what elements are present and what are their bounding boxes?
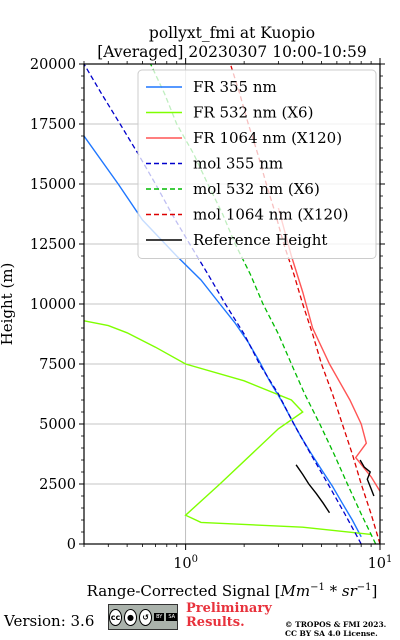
- y-tick-label: 5000: [39, 417, 76, 433]
- y-tick-label: 20000: [30, 57, 76, 73]
- y-tick-label: 17500: [30, 117, 76, 133]
- version-label: Version: 3.6: [4, 612, 95, 630]
- series-line-2: [84, 320, 372, 536]
- x-tick-label: 101: [368, 554, 393, 572]
- y-tick-label: 7500: [39, 357, 76, 373]
- by-icon: ●: [124, 608, 138, 626]
- legend-label: mol 355 nm: [193, 155, 283, 173]
- cc-by-text: BY: [154, 613, 165, 621]
- legend-label: Reference Height: [193, 231, 327, 249]
- y-tick-label: 0: [67, 537, 76, 553]
- y-axis-label: Height (m): [0, 263, 16, 346]
- footer: Version: 3.6 cc ● ↺ BY SA Preliminary Re…: [0, 600, 400, 640]
- chart-subtitle: [Averaged] 20230307 10:00-10:59: [97, 43, 367, 61]
- legend-label: mol 1064 nm (X120): [193, 206, 348, 224]
- legend-label: FR 355 nm: [193, 78, 277, 96]
- x-axis-label: Range-Corrected Signal [Mm−1 * sr−1]: [87, 582, 378, 600]
- x-tick-label: 100: [173, 554, 198, 572]
- copyright-line1: © TROPOS & FMI 2023.: [285, 620, 387, 629]
- legend-box: [137, 69, 377, 259]
- series-line-8: [359, 459, 375, 497]
- cc-sa-text: SA: [166, 613, 177, 621]
- y-tick-label: 15000: [30, 177, 76, 193]
- preliminary-line2: Results.: [186, 615, 245, 630]
- y-tick-label: 2500: [39, 477, 76, 493]
- copyright-line2: CC BY SA 4.0 License.: [285, 629, 378, 638]
- cc-license-badge: cc ● ↺ BY SA: [108, 604, 178, 630]
- preliminary-line1: Preliminary: [186, 601, 272, 616]
- legend-label: mol 532 nm (X6): [193, 180, 320, 198]
- legend-label: FR 1064 nm (X120): [193, 129, 342, 147]
- axis-ticks: 0 2500 5000 7500 10000 12500 15000 17500 20000 10…: [30, 57, 393, 572]
- cc-icon: cc: [109, 608, 123, 626]
- sa-icon: ↺: [139, 608, 153, 626]
- lidar-profile-chart: pollyxt_fmi at Kuopio [Averaged] 2023030…: [0, 24, 393, 600]
- copyright: © TROPOS & FMI 2023. CC BY SA 4.0 Licens…: [285, 620, 386, 638]
- y-tick-label: 10000: [30, 297, 76, 313]
- legend: FR 355 nm FR 532 nm (X6) FR 1064 nm (X120)…: [137, 69, 377, 259]
- legend-label: FR 532 nm (X6): [193, 104, 313, 122]
- series-line-3: [277, 207, 380, 492]
- series-line-4: [84, 64, 362, 544]
- y-tick-label: 12500: [30, 237, 76, 253]
- series-line-7: [295, 464, 331, 514]
- chart-title: pollyxt_fmi at Kuopio: [149, 24, 315, 42]
- preliminary-note: Preliminary Results.: [186, 602, 272, 630]
